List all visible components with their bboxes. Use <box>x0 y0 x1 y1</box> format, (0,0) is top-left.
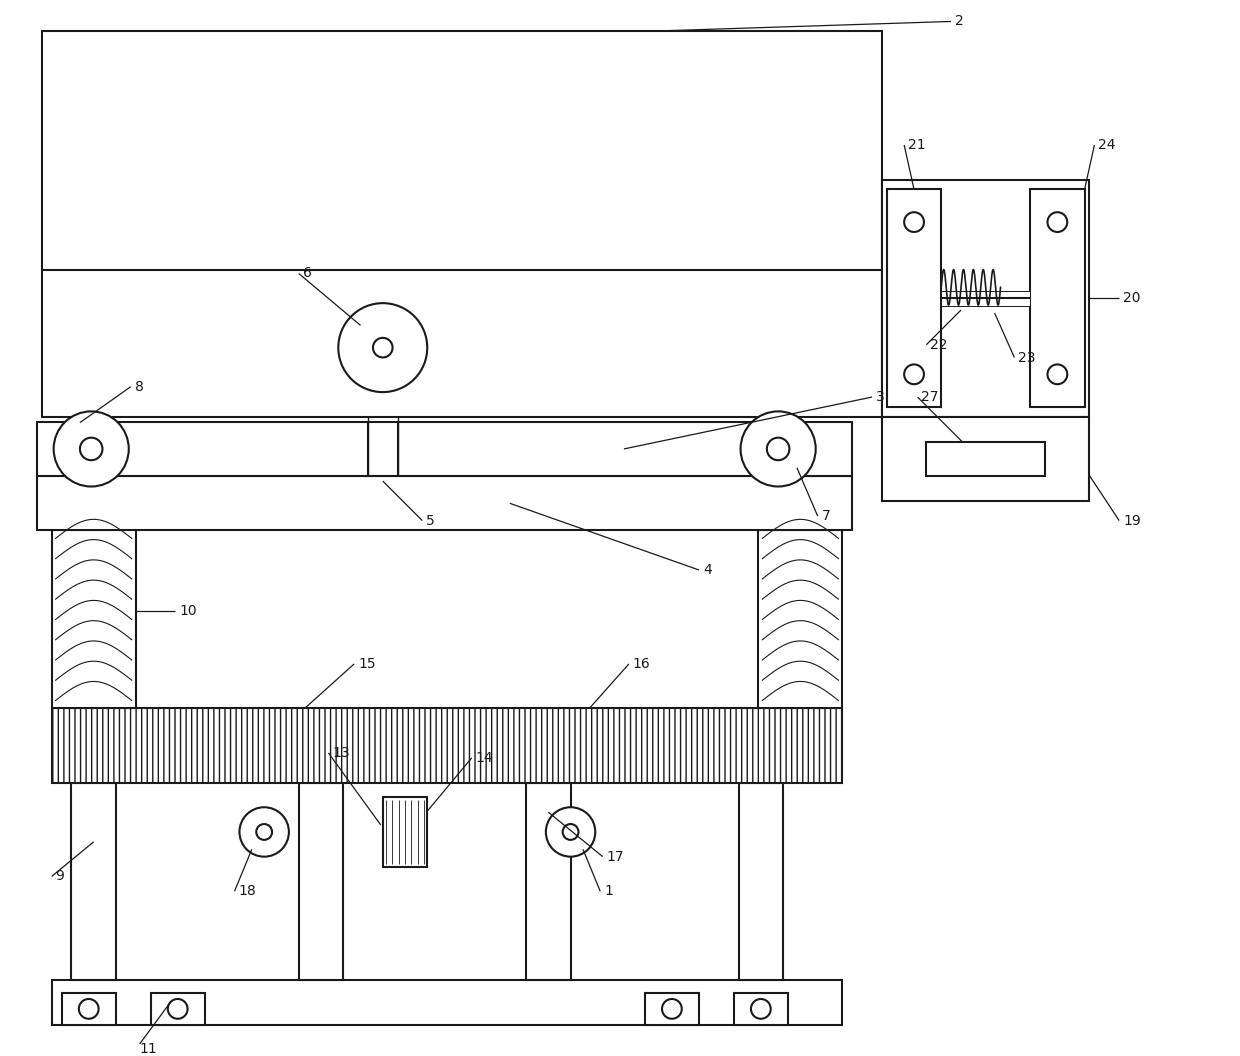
Circle shape <box>257 824 272 840</box>
Bar <box>941 290 1030 305</box>
Text: 7: 7 <box>822 509 831 523</box>
Text: 17: 17 <box>606 850 624 864</box>
Circle shape <box>373 338 393 357</box>
Text: 3: 3 <box>875 390 885 404</box>
Bar <box>52 980 842 1024</box>
Text: 22: 22 <box>930 338 947 352</box>
Bar <box>37 421 852 476</box>
Text: 6: 6 <box>303 266 311 281</box>
Text: 24: 24 <box>1099 138 1116 152</box>
Bar <box>882 180 1090 417</box>
Bar <box>52 709 842 782</box>
Text: 8: 8 <box>135 380 144 394</box>
Circle shape <box>79 437 103 460</box>
Text: 9: 9 <box>56 869 64 884</box>
Circle shape <box>740 412 816 487</box>
Text: 20: 20 <box>1123 291 1141 305</box>
Bar <box>1030 189 1085 407</box>
Text: 16: 16 <box>632 657 651 671</box>
Bar <box>645 993 699 1024</box>
Text: 13: 13 <box>332 746 350 760</box>
Text: 18: 18 <box>238 884 257 899</box>
Circle shape <box>53 412 129 487</box>
Bar <box>37 476 852 530</box>
Bar <box>734 993 789 1024</box>
Bar <box>882 417 1090 501</box>
Circle shape <box>1048 212 1068 232</box>
Text: 15: 15 <box>358 657 376 671</box>
Circle shape <box>239 807 289 856</box>
Bar <box>299 782 343 980</box>
Text: 21: 21 <box>908 138 926 152</box>
Circle shape <box>766 437 790 460</box>
Text: 4: 4 <box>703 563 712 577</box>
Bar <box>887 189 941 407</box>
Circle shape <box>904 364 924 384</box>
Circle shape <box>546 807 595 856</box>
Bar <box>72 782 115 980</box>
Circle shape <box>1048 364 1068 384</box>
Text: 5: 5 <box>427 513 435 528</box>
Bar <box>150 993 205 1024</box>
Bar <box>383 797 428 867</box>
Bar <box>62 993 115 1024</box>
Circle shape <box>563 824 579 840</box>
Bar <box>42 32 882 417</box>
Text: 14: 14 <box>476 751 494 765</box>
Text: 19: 19 <box>1123 513 1141 528</box>
Text: 1: 1 <box>604 884 613 899</box>
Bar <box>926 441 1045 476</box>
Bar <box>526 782 570 980</box>
Circle shape <box>339 303 428 392</box>
Bar <box>739 782 784 980</box>
Text: 23: 23 <box>1018 351 1035 364</box>
Text: 27: 27 <box>921 390 939 404</box>
Bar <box>52 530 135 709</box>
Circle shape <box>662 999 682 1019</box>
Circle shape <box>79 999 99 1019</box>
Circle shape <box>904 212 924 232</box>
Circle shape <box>751 999 771 1019</box>
Text: 11: 11 <box>140 1042 157 1056</box>
Circle shape <box>167 999 187 1019</box>
Text: 10: 10 <box>179 604 197 618</box>
Bar <box>759 530 842 709</box>
Text: 2: 2 <box>955 15 963 29</box>
